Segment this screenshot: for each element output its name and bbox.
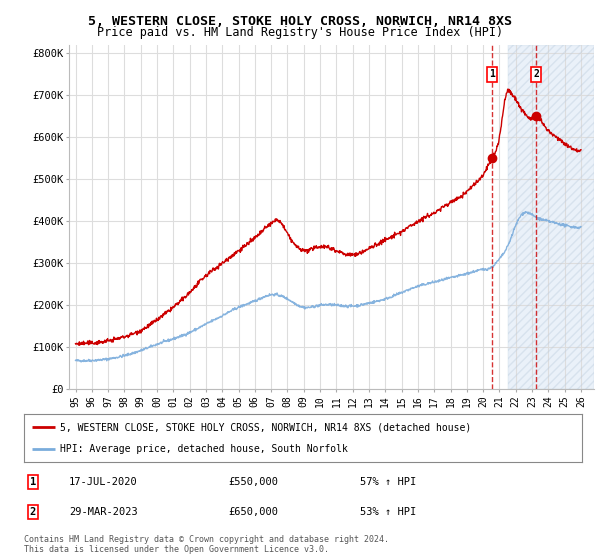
Text: 53% ↑ HPI: 53% ↑ HPI bbox=[360, 507, 416, 517]
Text: 17-JUL-2020: 17-JUL-2020 bbox=[69, 477, 138, 487]
Text: 2: 2 bbox=[533, 69, 539, 79]
Text: 1: 1 bbox=[489, 69, 495, 79]
Text: HPI: Average price, detached house, South Norfolk: HPI: Average price, detached house, Sout… bbox=[60, 444, 348, 454]
Text: £650,000: £650,000 bbox=[228, 507, 278, 517]
Text: 57% ↑ HPI: 57% ↑ HPI bbox=[360, 477, 416, 487]
Text: 5, WESTERN CLOSE, STOKE HOLY CROSS, NORWICH, NR14 8XS: 5, WESTERN CLOSE, STOKE HOLY CROSS, NORW… bbox=[88, 15, 512, 28]
Text: 1: 1 bbox=[30, 477, 36, 487]
Bar bbox=[508, 45, 594, 389]
Text: 29-MAR-2023: 29-MAR-2023 bbox=[69, 507, 138, 517]
Text: Contains HM Land Registry data © Crown copyright and database right 2024.
This d: Contains HM Land Registry data © Crown c… bbox=[24, 535, 389, 554]
Text: £550,000: £550,000 bbox=[228, 477, 278, 487]
Text: Price paid vs. HM Land Registry's House Price Index (HPI): Price paid vs. HM Land Registry's House … bbox=[97, 26, 503, 39]
Bar bbox=[508, 45, 594, 389]
Text: 2: 2 bbox=[30, 507, 36, 517]
Text: 5, WESTERN CLOSE, STOKE HOLY CROSS, NORWICH, NR14 8XS (detached house): 5, WESTERN CLOSE, STOKE HOLY CROSS, NORW… bbox=[60, 422, 472, 432]
